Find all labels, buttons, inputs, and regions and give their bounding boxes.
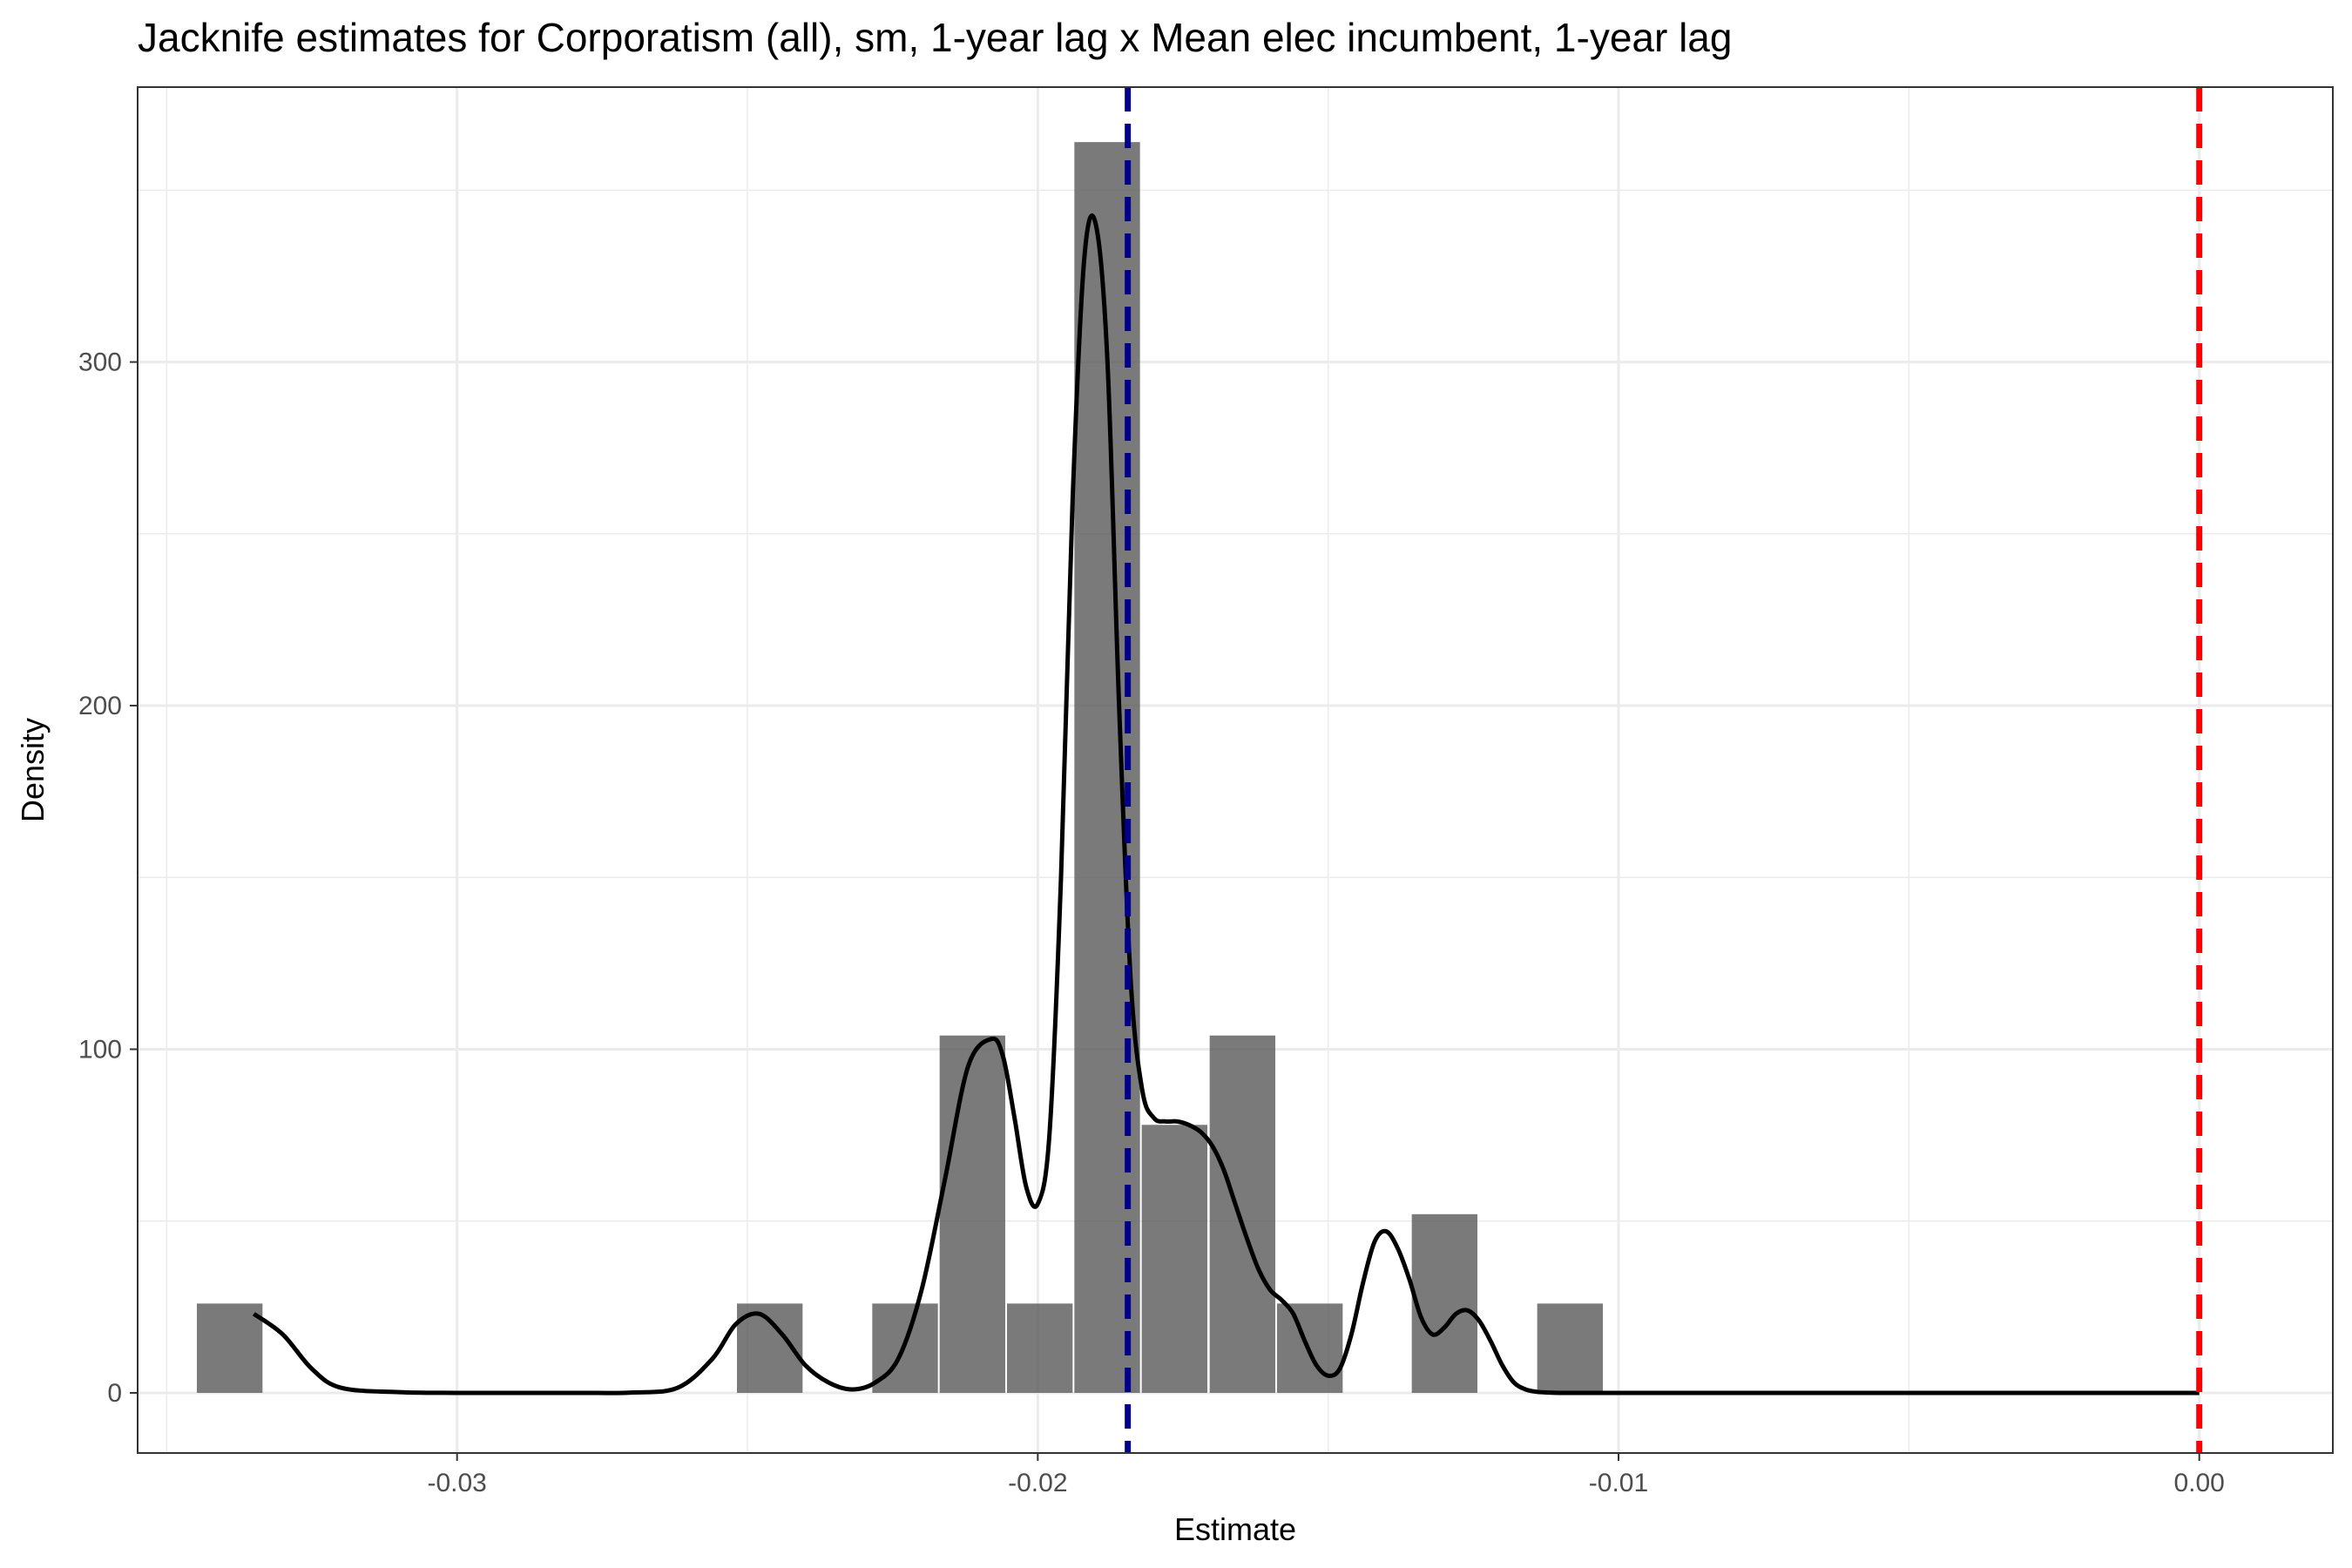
histogram-bar — [1537, 1303, 1603, 1393]
density-curve — [252, 213, 2200, 1396]
y-tick-label: 0 — [107, 1379, 122, 1408]
y-tick-label: 300 — [78, 348, 122, 377]
x-tick-label: -0.03 — [427, 1469, 486, 1497]
histogram-bar — [939, 1035, 1005, 1393]
y-axis-ticks: 0 100 200 300 — [78, 348, 138, 1408]
y-axis-title: Density — [15, 718, 51, 822]
plot-border — [137, 86, 2334, 1454]
x-axis-ticks: -0.03 -0.02 -0.01 0.00 — [427, 1453, 2225, 1497]
chart-title: Jacknife estimates for Corporatism (all)… — [138, 15, 1733, 60]
reference-lines — [1125, 87, 2203, 1453]
histogram-bar — [197, 1303, 263, 1393]
histogram-bar — [1209, 1035, 1275, 1393]
x-tick-label: 0.00 — [2173, 1469, 2224, 1497]
y-tick-label: 200 — [78, 692, 122, 720]
y-tick-label: 100 — [78, 1036, 122, 1064]
histogram-bar — [1007, 1303, 1073, 1393]
histogram-bar — [1411, 1213, 1477, 1393]
histogram-bar — [1141, 1125, 1207, 1393]
x-tick-label: -0.02 — [1008, 1469, 1067, 1497]
x-axis-title: Estimate — [1174, 1511, 1296, 1547]
x-tick-label: -0.01 — [1589, 1469, 1648, 1497]
